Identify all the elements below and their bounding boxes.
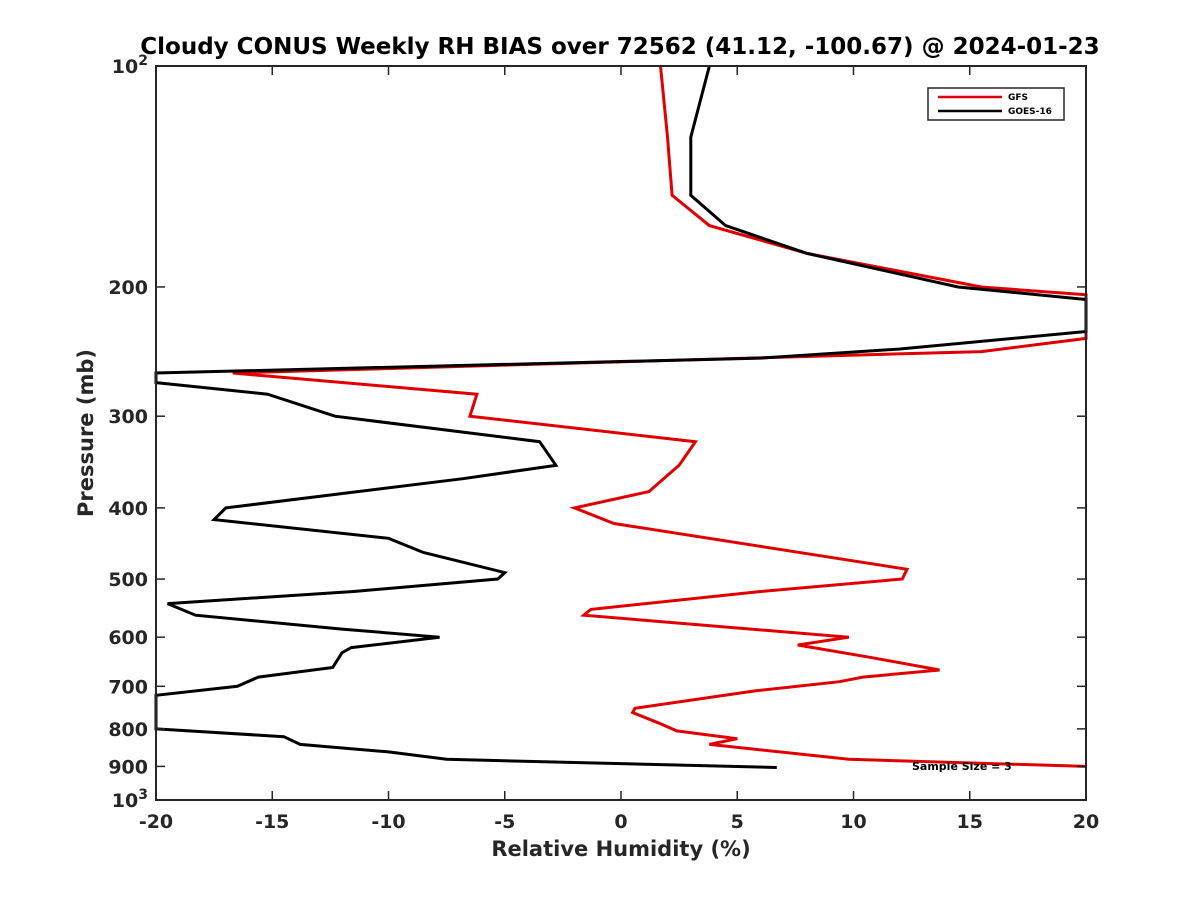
y-tick-label: 700: [108, 676, 148, 698]
x-tick-label: 5: [731, 811, 744, 833]
y-axis-label: Pressure (mb): [74, 349, 98, 517]
legend-label-goes16: GOES-16: [1008, 107, 1052, 117]
x-tick-label: -20: [139, 811, 173, 833]
x-tick-label: 15: [957, 811, 983, 833]
y-axis: 102 200 300 400 500 600 700 800 900 103: [108, 53, 1086, 812]
x-tick-label: 20: [1073, 811, 1099, 833]
chart-title: Cloudy CONUS Weekly RH BIAS over 72562 (…: [140, 34, 1099, 60]
x-tick-label: -15: [255, 811, 289, 833]
y-tick-label: 200: [108, 277, 148, 299]
x-axis: -20 -15 -10 -5 0 5 10 15 20: [139, 66, 1099, 833]
y-tick-label: 600: [108, 627, 148, 649]
y-tick-label: 800: [108, 719, 148, 741]
x-tick-label: 10: [840, 811, 866, 833]
y-tick-label: 102: [112, 53, 148, 78]
x-tick-label: 0: [614, 811, 627, 833]
y-tick-label: 500: [108, 569, 148, 591]
x-tick-label: -10: [371, 811, 405, 833]
y-tick-label: 103: [112, 787, 148, 812]
y-tick-label: 400: [108, 498, 148, 520]
y-tick-label: 900: [108, 756, 148, 778]
legend: GFS GOES-16: [927, 87, 1065, 121]
legend-box: [927, 87, 1065, 121]
x-tick-label: -5: [494, 811, 515, 833]
sample-size-note: Sample Size = 3: [912, 760, 1012, 773]
x-axis-label: Relative Humidity (%): [491, 837, 750, 861]
legend-label-gfs: GFS: [1008, 93, 1028, 103]
y-tick-label: 300: [108, 406, 148, 428]
